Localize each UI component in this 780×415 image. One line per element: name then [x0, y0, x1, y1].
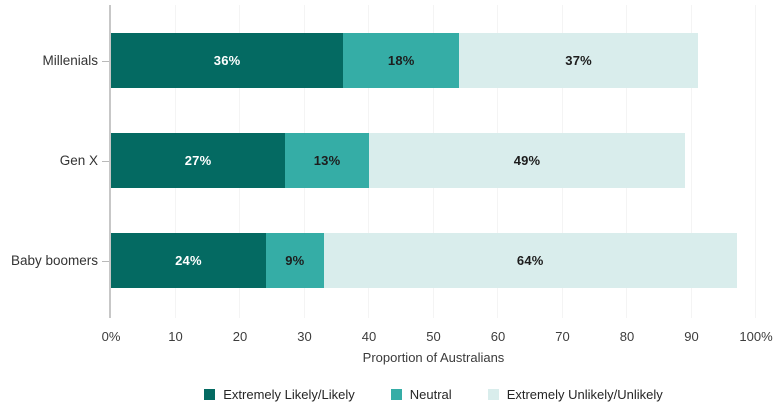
x-axis-tick-label: 20: [232, 329, 248, 344]
x-axis-tick-label: 40: [361, 329, 377, 344]
legend-item: Neutral: [390, 387, 452, 402]
x-axis-tick-label: 50: [426, 329, 441, 344]
bar-row: 36% 18% 37%: [111, 33, 698, 88]
x-axis-title: Proportion of Australians: [362, 350, 505, 365]
bar-value-label: 37%: [565, 53, 592, 68]
y-axis-tick: [102, 160, 109, 162]
bar-value-label: 64%: [516, 253, 544, 268]
bar-value-label: 18%: [387, 53, 415, 68]
x-axis-tick-label: 90: [684, 329, 699, 344]
legend-item: Extremely Likely/Likely: [204, 387, 355, 402]
bar-value-label: 24%: [175, 253, 202, 268]
legend: Extremely Likely/Likely Neutral Extremely …: [111, 387, 756, 402]
x-axis-tick-label: 10: [168, 329, 183, 344]
y-axis-line: [109, 5, 111, 318]
y-axis-tick: [102, 60, 109, 62]
legend-swatch-icon: [204, 389, 216, 400]
y-axis-tick: [102, 260, 109, 262]
bar-segment: 24%: [111, 233, 266, 288]
bar-segment: 64%: [323, 233, 737, 288]
bar-row: 24% 9% 64%: [111, 233, 737, 288]
bar-segment: 27%: [111, 133, 286, 188]
bar-row: 27% 13% 49%: [111, 133, 686, 188]
x-axis-tick-label: 100%: [739, 329, 773, 344]
legend-label: Extremely Likely/Likely: [223, 387, 355, 402]
legend-label: Neutral: [409, 387, 452, 402]
category-label: Millenials: [42, 52, 98, 68]
x-axis-tick-label: 70: [555, 329, 570, 344]
bar-value-label: 49%: [513, 153, 541, 168]
gridline: [755, 5, 756, 318]
legend-swatch-icon: [390, 389, 402, 400]
bar-segment: 37%: [459, 33, 698, 88]
plot-area: 0% 10 20 30 40 50 60 70 80 90 100% Millenials 36% 18%…: [11, 5, 773, 344]
legend-swatch-icon: [487, 389, 499, 400]
bar-segment: 13%: [285, 133, 369, 188]
bar-value-label: 36%: [213, 53, 241, 68]
bar-value-label: 13%: [313, 153, 341, 168]
legend-label: Extremely Unlikely/Unlikely: [506, 387, 663, 402]
bar-segment: 9%: [265, 233, 324, 288]
gridline: [690, 5, 692, 318]
bar-value-label: 9%: [285, 253, 305, 268]
x-axis-tick-label: 0%: [101, 329, 121, 344]
x-axis-tick-label: 30: [297, 329, 312, 344]
bar-segment: 18%: [343, 33, 460, 88]
legend-item: Extremely Unlikely/Unlikely: [487, 387, 663, 402]
category-label: Gen X: [59, 152, 98, 168]
x-axis-tick-label: 80: [619, 329, 635, 344]
bar-value-label: 27%: [184, 153, 212, 168]
bar-segment: 36%: [111, 33, 344, 88]
category-label: Baby boomers: [10, 252, 98, 268]
bar-segment: 49%: [368, 133, 686, 188]
x-axis-tick-label: 60: [490, 329, 506, 344]
